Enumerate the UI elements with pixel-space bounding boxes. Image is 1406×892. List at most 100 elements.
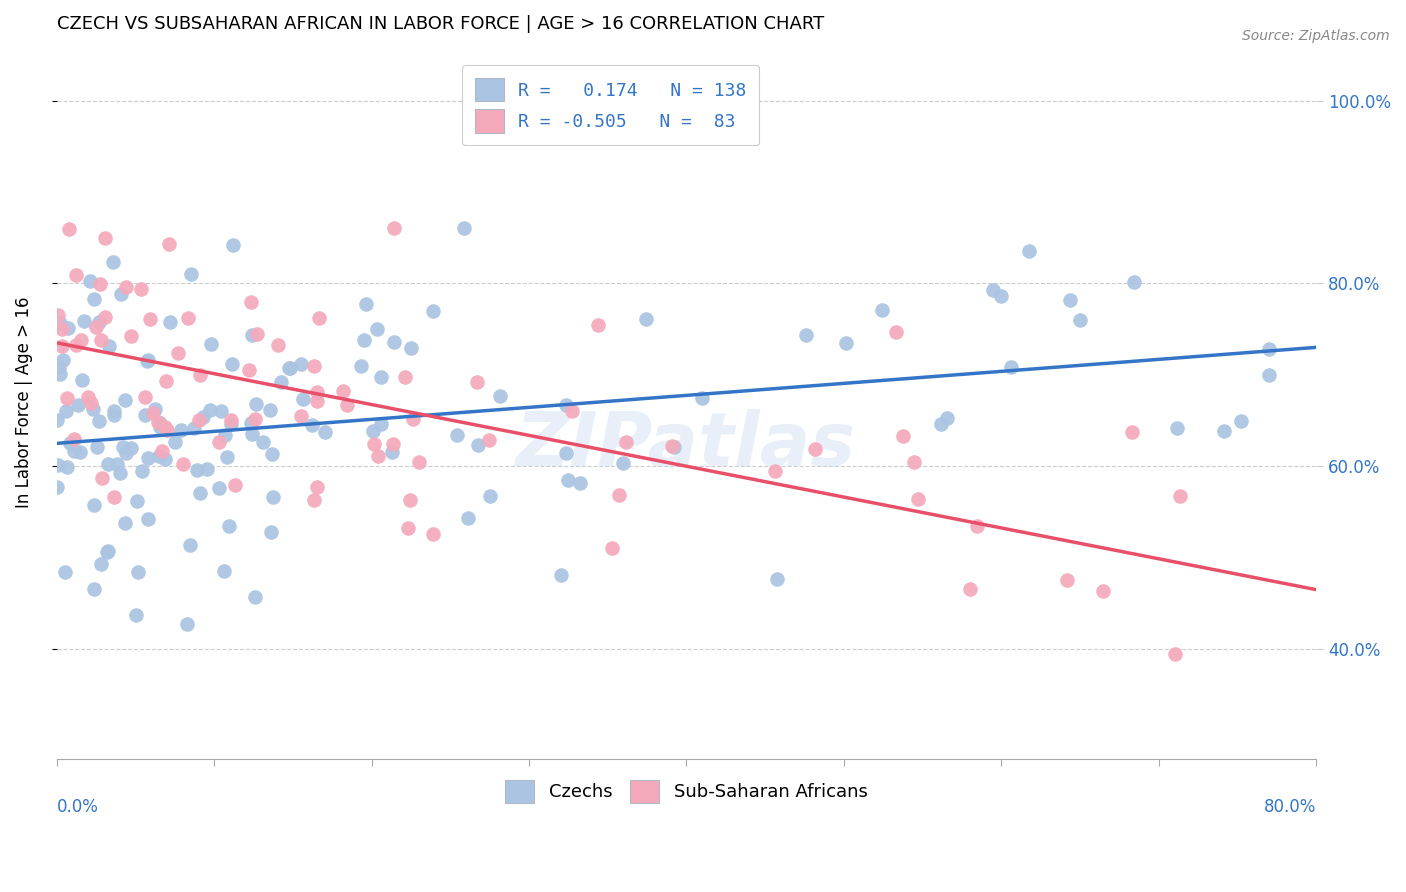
Point bbox=[402, 412, 425, 426]
Point bbox=[167, 346, 190, 360]
Point bbox=[65, 338, 87, 352]
Point bbox=[125, 607, 148, 622]
Point bbox=[77, 390, 100, 404]
Point bbox=[62, 443, 84, 458]
Point bbox=[290, 357, 312, 371]
Point bbox=[186, 463, 208, 477]
Point bbox=[422, 526, 444, 541]
Point bbox=[200, 403, 222, 417]
Point bbox=[79, 274, 101, 288]
Point bbox=[90, 471, 112, 485]
Point bbox=[114, 393, 136, 408]
Point bbox=[478, 433, 501, 447]
Point bbox=[259, 403, 281, 417]
Point bbox=[308, 311, 330, 326]
Point bbox=[245, 397, 267, 411]
Point bbox=[46, 458, 69, 472]
Point bbox=[70, 333, 93, 347]
Point bbox=[907, 491, 929, 506]
Point bbox=[1056, 574, 1078, 588]
Point bbox=[48, 316, 70, 330]
Point bbox=[114, 516, 136, 531]
Point bbox=[49, 368, 72, 382]
Point bbox=[1168, 489, 1191, 503]
Point bbox=[363, 425, 385, 439]
Point bbox=[180, 267, 202, 281]
Point bbox=[336, 398, 359, 412]
Point bbox=[208, 481, 231, 495]
Point bbox=[270, 375, 292, 389]
Point bbox=[332, 384, 354, 398]
Point bbox=[252, 435, 274, 450]
Point bbox=[382, 334, 405, 349]
Point bbox=[614, 435, 637, 450]
Point bbox=[187, 413, 209, 427]
Point bbox=[382, 221, 405, 235]
Text: Source: ZipAtlas.com: Source: ZipAtlas.com bbox=[1241, 29, 1389, 44]
Point bbox=[243, 411, 266, 425]
Point bbox=[554, 446, 576, 460]
Point bbox=[157, 237, 180, 252]
Point bbox=[56, 459, 79, 474]
Point bbox=[465, 375, 488, 389]
Point bbox=[936, 411, 959, 425]
Point bbox=[401, 341, 423, 355]
Point bbox=[803, 442, 825, 456]
Point bbox=[260, 525, 283, 540]
Legend: Czechs, Sub-Saharan Africans: Czechs, Sub-Saharan Africans bbox=[498, 772, 875, 810]
Point bbox=[291, 392, 314, 406]
Text: 0.0%: 0.0% bbox=[56, 798, 98, 816]
Point bbox=[93, 231, 115, 245]
Point bbox=[290, 409, 312, 423]
Point bbox=[246, 326, 269, 341]
Point bbox=[127, 493, 149, 508]
Point bbox=[55, 404, 77, 418]
Point bbox=[103, 409, 125, 423]
Point bbox=[105, 457, 128, 471]
Point bbox=[188, 368, 211, 382]
Point bbox=[394, 370, 416, 384]
Point bbox=[891, 429, 914, 443]
Point bbox=[243, 590, 266, 604]
Point bbox=[120, 329, 142, 343]
Point bbox=[489, 389, 512, 403]
Point bbox=[422, 304, 444, 318]
Point bbox=[561, 404, 583, 418]
Text: ZIPatlas: ZIPatlas bbox=[516, 409, 856, 482]
Point bbox=[138, 512, 160, 526]
Point bbox=[153, 420, 176, 434]
Point bbox=[156, 423, 179, 437]
Point bbox=[981, 283, 1004, 297]
Point bbox=[662, 440, 685, 454]
Point bbox=[155, 451, 177, 466]
Point bbox=[114, 446, 136, 460]
Point bbox=[103, 255, 125, 269]
Point bbox=[59, 435, 82, 450]
Point bbox=[149, 419, 172, 434]
Point bbox=[661, 439, 683, 453]
Point bbox=[191, 409, 214, 424]
Point bbox=[370, 370, 392, 384]
Point bbox=[794, 328, 817, 343]
Point bbox=[408, 455, 430, 469]
Point bbox=[179, 538, 201, 552]
Point bbox=[148, 416, 170, 430]
Point bbox=[302, 492, 325, 507]
Point bbox=[884, 325, 907, 339]
Point bbox=[214, 427, 236, 442]
Point bbox=[569, 475, 592, 490]
Point bbox=[218, 518, 240, 533]
Point bbox=[555, 398, 578, 412]
Point bbox=[80, 396, 103, 410]
Point bbox=[136, 451, 159, 466]
Point bbox=[51, 322, 73, 336]
Point bbox=[366, 322, 388, 336]
Point bbox=[278, 360, 301, 375]
Point bbox=[55, 565, 77, 579]
Point bbox=[200, 337, 222, 351]
Point bbox=[307, 393, 329, 408]
Point bbox=[238, 363, 260, 377]
Point bbox=[1166, 421, 1188, 435]
Point bbox=[89, 277, 111, 291]
Point bbox=[240, 327, 263, 342]
